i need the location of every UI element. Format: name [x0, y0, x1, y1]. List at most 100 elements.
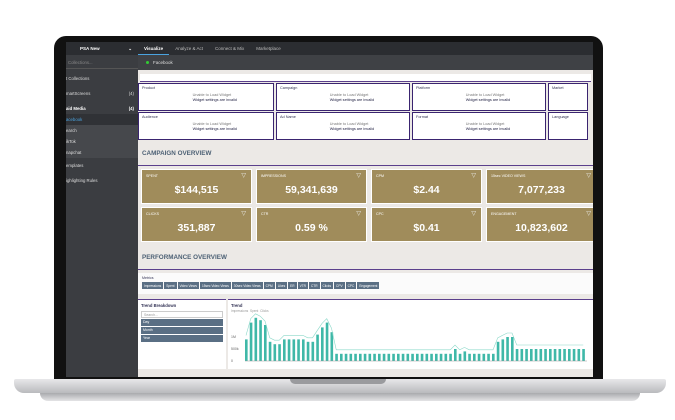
metric-chip[interactable]: Clicks — [320, 282, 334, 289]
chart-bar[interactable] — [335, 353, 338, 361]
chart-bar[interactable] — [473, 353, 476, 361]
chart-bar[interactable] — [354, 353, 357, 361]
tab-connect[interactable]: Connect & Mix — [214, 46, 245, 51]
chart-bar[interactable] — [563, 349, 566, 361]
chart-bar[interactable] — [463, 351, 467, 361]
sidebar-item[interactable]: emplates — [66, 160, 138, 171]
chart-legend[interactable]: Impressions Spent Clicks — [231, 309, 590, 313]
chart-bar[interactable] — [501, 339, 505, 361]
chart-bar[interactable] — [273, 344, 277, 361]
chart-bar[interactable] — [387, 353, 391, 361]
chart-bar[interactable] — [468, 353, 471, 361]
legend-item[interactable]: Impressions — [231, 309, 249, 313]
chart-bar[interactable] — [321, 327, 324, 361]
breakdown-option-year[interactable]: Year — [141, 335, 223, 342]
chart-bar[interactable] — [363, 353, 367, 361]
filter-widget[interactable]: Language — [548, 112, 588, 140]
breakdown-search-input[interactable]: Search... — [141, 311, 223, 318]
metric-chip[interactable]: Likes — [275, 282, 288, 289]
filter-icon[interactable]: ▽ — [471, 173, 476, 179]
chart-bar[interactable] — [496, 341, 500, 361]
chart-bar[interactable] — [268, 341, 272, 361]
chart-bar[interactable] — [344, 353, 348, 361]
chart-bar[interactable] — [525, 349, 528, 361]
chart-bar[interactable] — [325, 322, 329, 361]
metric-chip[interactable]: Spent — [164, 282, 177, 289]
chart-bar[interactable] — [544, 349, 547, 361]
filter-icon[interactable]: ▽ — [586, 211, 591, 217]
chart-bar[interactable] — [520, 349, 524, 361]
filter-widget[interactable]: Market — [548, 83, 588, 111]
chart-bar[interactable] — [287, 339, 291, 361]
chart-bar[interactable] — [316, 334, 319, 361]
metric-chip[interactable]: CTR — [308, 282, 320, 289]
sidebar-item[interactable]: ikTok — [66, 136, 138, 147]
metric-chip[interactable]: Video Views — [177, 282, 199, 289]
chart-bar[interactable] — [392, 353, 395, 361]
chart-bar[interactable] — [311, 341, 315, 361]
chart-bar[interactable] — [482, 353, 486, 361]
filter-icon[interactable]: ▽ — [356, 173, 361, 179]
chart-bar[interactable] — [297, 339, 300, 361]
metric-chip[interactable]: Impressions — [142, 282, 164, 289]
sidebar-item[interactable]: earch — [66, 125, 138, 136]
chart-bar[interactable] — [582, 349, 585, 361]
chart-bar[interactable] — [568, 349, 571, 361]
chart-bar[interactable] — [406, 353, 410, 361]
chart-bar[interactable] — [264, 325, 267, 361]
filter-icon[interactable]: ▽ — [241, 173, 246, 179]
metric-chip[interactable]: Engagement — [357, 282, 380, 289]
chart-bar[interactable] — [454, 349, 457, 361]
filter-icon[interactable]: ▽ — [586, 173, 591, 179]
sidebar-item[interactable]: napchat — [66, 147, 138, 158]
breakdown-option-day[interactable]: Day — [141, 319, 223, 326]
metric-chip[interactable]: 15sec Video Views — [199, 282, 231, 289]
chart-bar[interactable] — [249, 322, 253, 361]
sidebar-item-facebook[interactable]: acebook — [66, 114, 138, 125]
chart-bar[interactable] — [378, 353, 381, 361]
chart-bar[interactable] — [349, 353, 353, 361]
chart-bar[interactable] — [401, 353, 405, 361]
metric-chip[interactable]: CPM — [263, 282, 275, 289]
chart-bar[interactable] — [306, 341, 310, 361]
chart-bar[interactable] — [397, 353, 400, 361]
chart-bar[interactable] — [492, 353, 495, 361]
chart-bar[interactable] — [373, 353, 376, 361]
metric-chip[interactable]: 30sec Video Views — [231, 282, 263, 289]
chart-bar[interactable] — [534, 349, 538, 361]
chart-bar[interactable] — [444, 353, 448, 361]
chart-bar[interactable] — [530, 349, 533, 361]
filter-widget[interactable]: Platform Unable to Load Widget Widget sett… — [412, 83, 546, 111]
workspace-selector[interactable]: PSA New ⌄ — [66, 46, 138, 52]
chart-bar[interactable] — [439, 353, 443, 361]
chart-bar[interactable] — [539, 349, 543, 361]
chart-bar[interactable] — [449, 353, 452, 361]
chart-bar[interactable] — [254, 317, 258, 361]
chart-bar[interactable] — [330, 332, 334, 361]
chart-bar[interactable] — [577, 349, 581, 361]
chart-bar[interactable] — [283, 339, 286, 361]
chart-bar[interactable] — [368, 353, 372, 361]
breakdown-option-month[interactable]: Month — [141, 327, 223, 334]
chart-bar[interactable] — [302, 339, 305, 361]
chart-bar[interactable] — [420, 353, 424, 361]
chart-bar[interactable] — [558, 349, 562, 361]
chart-bar[interactable] — [292, 339, 296, 361]
legend-item[interactable]: Clicks — [260, 309, 269, 313]
filter-widget[interactable]: Campaign Unable to Load Widget Widget sett… — [276, 83, 410, 111]
metric-chip[interactable]: CPC — [345, 282, 357, 289]
chart-bar[interactable] — [382, 353, 386, 361]
sidebar-item[interactable]: martScreens (4) — [66, 88, 138, 99]
filter-icon[interactable]: ▽ — [241, 211, 246, 217]
filter-icon[interactable]: ▽ — [471, 211, 476, 217]
chart-bar[interactable] — [549, 349, 552, 361]
chart-bar[interactable] — [416, 353, 419, 361]
legend-item[interactable]: Spent — [249, 309, 259, 313]
chart-bar[interactable] — [278, 344, 281, 361]
filter-widget[interactable]: Audience Unable to Load Widget Widget sett… — [138, 112, 274, 140]
chart-bar[interactable] — [553, 349, 557, 361]
tab-visualize[interactable]: Visualize — [138, 42, 170, 55]
chart-bar[interactable] — [430, 353, 433, 361]
metric-chip[interactable]: ER — [288, 282, 297, 289]
chart-bar[interactable] — [340, 353, 343, 361]
